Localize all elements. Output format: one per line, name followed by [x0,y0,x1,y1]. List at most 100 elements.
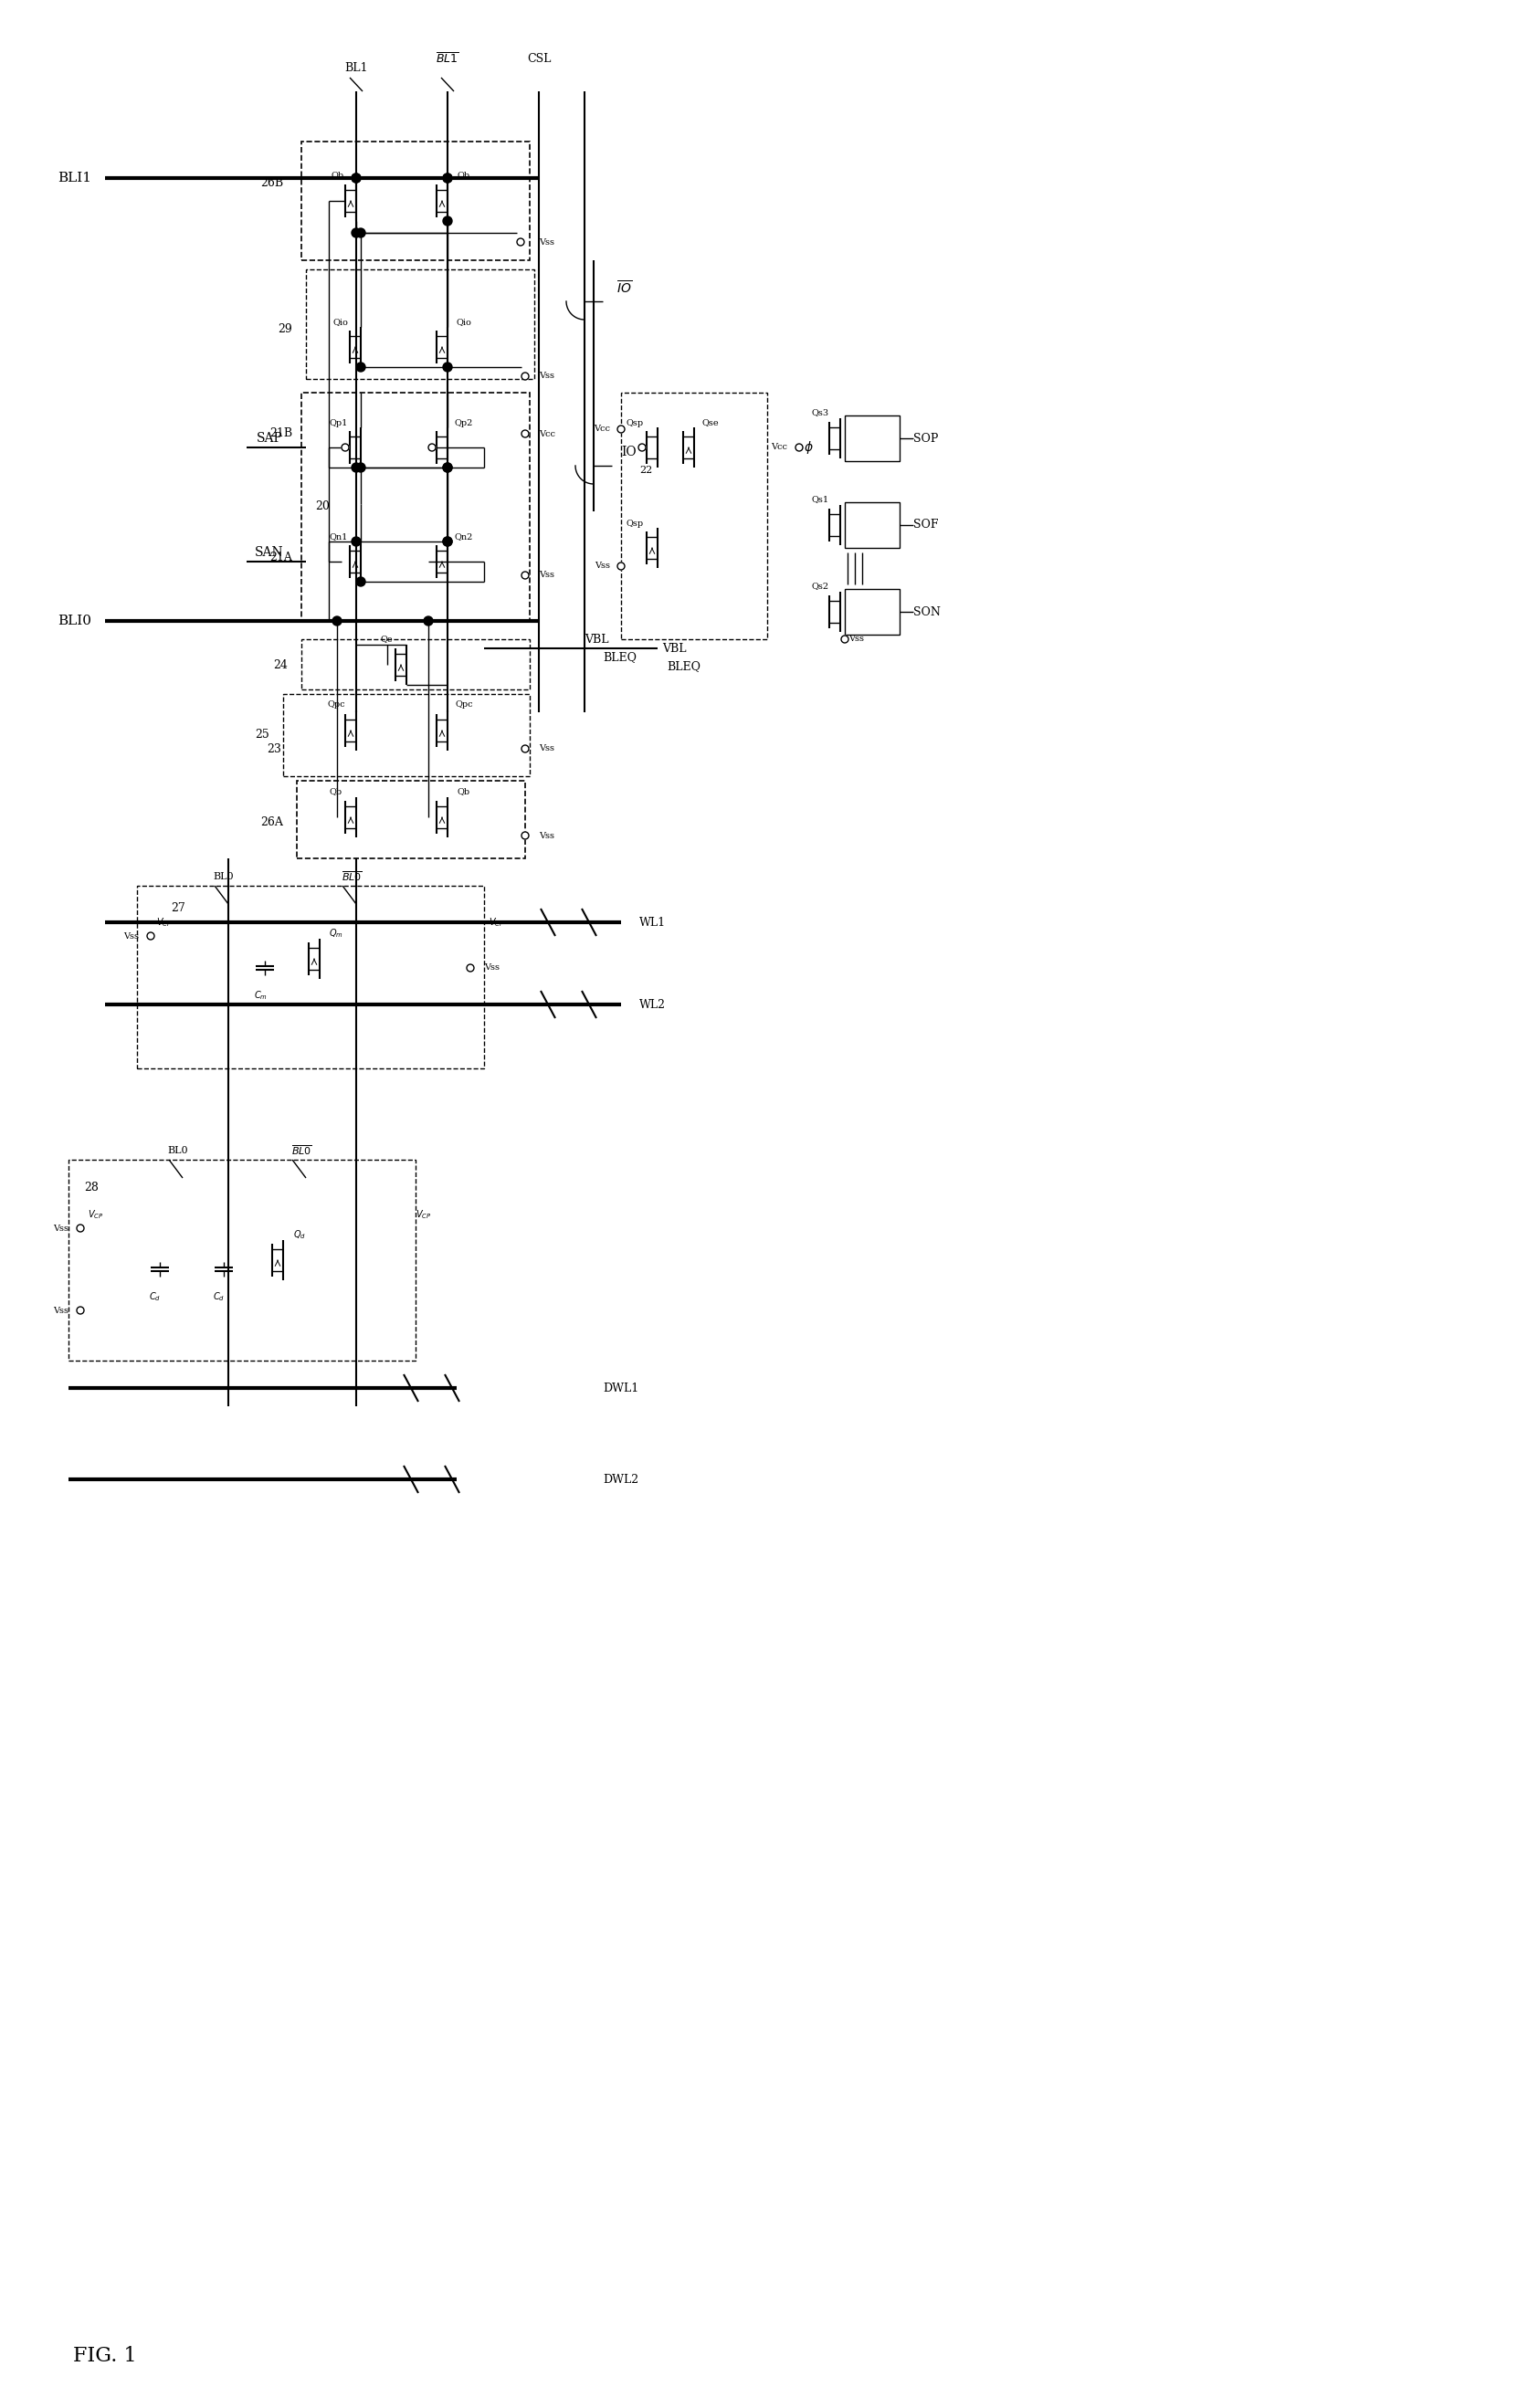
Text: $\overline{BL1}$: $\overline{BL1}$ [435,53,460,67]
Bar [297,780,524,857]
Circle shape [352,537,361,547]
Text: $C_d$: $C_d$ [149,1291,161,1303]
Text: BL0: BL0 [168,1146,189,1156]
Text: SOP: SOP [914,433,938,443]
Circle shape [443,173,452,183]
Circle shape [443,537,452,547]
Circle shape [357,364,366,371]
Text: Qn2: Qn2 [455,532,474,542]
Circle shape [352,229,361,238]
Text: SOF: SOF [914,520,938,532]
Text: $V_{CP}$: $V_{CP}$ [88,1209,105,1221]
Text: Qio: Qio [457,318,472,327]
Text: Vss: Vss [595,561,611,571]
Text: Vss: Vss [538,831,554,840]
Text: Qs3: Qs3 [812,409,829,417]
Text: 28: 28 [85,1182,98,1192]
Text: 20: 20 [315,501,329,513]
Bar [301,638,529,689]
Text: Qse: Qse [701,419,720,426]
Circle shape [443,173,452,183]
Circle shape [517,238,524,246]
Text: $Q_d$: $Q_d$ [294,1228,306,1240]
Text: $V_{CP}$: $V_{CP}$ [415,1209,432,1221]
Circle shape [521,571,529,578]
Text: 23: 23 [266,742,281,754]
Circle shape [352,173,361,183]
Circle shape [332,616,341,626]
Text: Qp2: Qp2 [455,419,474,426]
Text: Qpc: Qpc [328,701,345,708]
Text: Vss: Vss [538,571,554,580]
Text: DWL2: DWL2 [603,1474,638,1486]
Circle shape [357,229,366,238]
Text: $V_{CP}$: $V_{CP}$ [157,915,172,929]
Text: 26B: 26B [260,176,283,188]
Text: CSL: CSL [528,53,551,65]
Text: BL1: BL1 [345,63,368,75]
Circle shape [357,462,366,472]
Text: BLI1: BLI1 [57,171,91,185]
Text: Vss: Vss [538,373,554,380]
Text: Qsp: Qsp [626,419,643,426]
Text: BLEQ: BLEQ [603,653,637,665]
Text: Vcc: Vcc [771,443,787,453]
Text: Vss: Vss [484,963,500,973]
Text: Qp1: Qp1 [329,419,348,426]
Circle shape [795,443,803,450]
Circle shape [521,373,529,380]
Text: VBL: VBL [584,633,609,645]
Circle shape [841,636,849,643]
Bar [844,503,900,549]
Text: SAP: SAP [257,431,283,445]
Bar [621,393,767,638]
Circle shape [466,963,474,970]
Text: Vss: Vss [538,238,554,246]
Circle shape [429,443,435,450]
Text: $\overline{IO}$: $\overline{IO}$ [617,279,632,296]
Text: Qb: Qb [457,787,471,795]
Text: Vss: Vss [52,1305,69,1315]
Text: 29: 29 [278,323,292,335]
Circle shape [443,364,452,371]
Text: Qn1: Qn1 [329,532,348,542]
Text: BL0: BL0 [214,872,234,881]
Circle shape [357,578,366,585]
Text: 25: 25 [255,730,269,742]
Text: Qb: Qb [457,171,471,181]
Circle shape [443,462,452,472]
Bar [306,270,534,378]
Text: Qio: Qio [332,318,349,327]
Text: IO: IO [621,445,637,458]
Text: Vss: Vss [52,1223,69,1233]
Circle shape [617,426,624,433]
Text: $Q_m$: $Q_m$ [329,927,343,939]
Text: Qe: Qe [380,636,392,643]
Text: Qs1: Qs1 [812,496,829,503]
Bar [137,886,484,1069]
Circle shape [443,462,452,472]
Circle shape [341,443,349,450]
Text: Qpc: Qpc [455,701,472,708]
Circle shape [617,563,624,571]
Bar [301,393,529,621]
Circle shape [77,1308,85,1315]
Text: 27: 27 [171,903,185,915]
Circle shape [443,217,452,226]
Text: $C_d$: $C_d$ [214,1291,225,1303]
Text: Vcc: Vcc [538,429,555,438]
Circle shape [638,443,646,450]
Text: WL1: WL1 [640,917,666,927]
Text: Qsp: Qsp [626,520,643,527]
Circle shape [352,173,361,183]
Text: $C_m$: $C_m$ [254,990,268,1002]
Text: FIG. 1: FIG. 1 [74,2345,137,2367]
Text: 21A: 21A [269,551,292,563]
Text: WL2: WL2 [640,999,666,1011]
Text: BLEQ: BLEQ [666,660,700,672]
Circle shape [521,431,529,438]
Circle shape [424,616,432,626]
Text: 21B: 21B [269,429,292,441]
Text: Qs2: Qs2 [812,583,829,590]
Circle shape [443,537,452,547]
